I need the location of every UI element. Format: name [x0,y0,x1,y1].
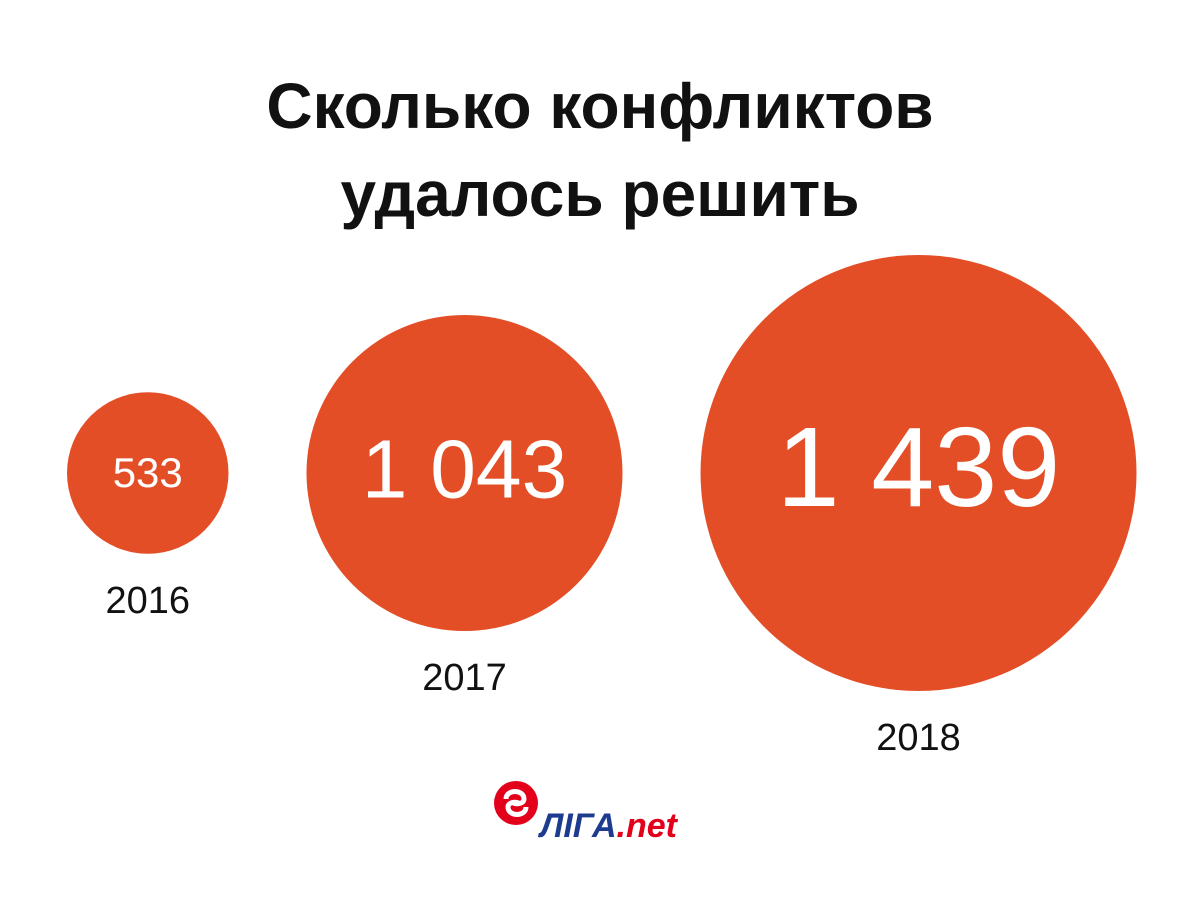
bubble [306,314,623,632]
chart-title: Сколько конфликтов удалось решить [266,70,934,230]
data-label: 1 439 [777,404,1061,531]
logo: ЛІГА.net [537,807,679,845]
bubble [67,392,229,554]
logo-suffix: .net [617,807,679,845]
category-label: 2017 [422,657,507,699]
logo-icon [494,781,538,825]
logo-name: ЛІГА [537,807,617,845]
data-label: 533 [113,449,183,496]
bubble [700,255,1137,691]
category-label: 2018 [876,717,961,759]
category-label: 2016 [105,580,190,622]
data-label: 1 043 [362,425,568,516]
